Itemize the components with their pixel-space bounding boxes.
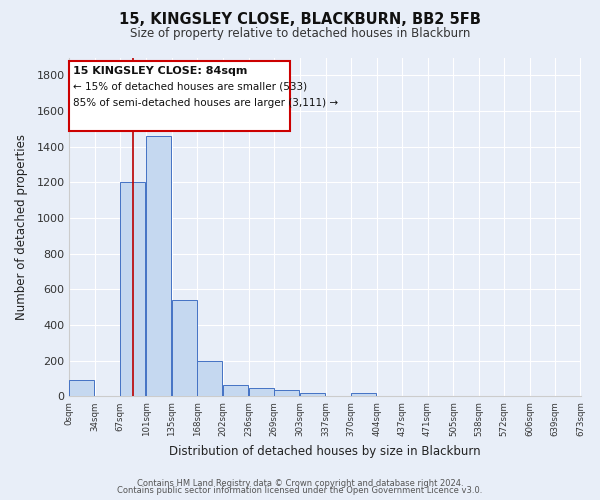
Bar	[223, 385, 248, 396]
Text: 15, KINGSLEY CLOSE, BLACKBURN, BB2 5FB: 15, KINGSLEY CLOSE, BLACKBURN, BB2 5FB	[119, 12, 481, 28]
Bar	[274, 390, 299, 396]
Bar	[351, 393, 376, 396]
Text: Contains public sector information licensed under the Open Government Licence v3: Contains public sector information licen…	[118, 486, 482, 495]
Text: Size of property relative to detached houses in Blackburn: Size of property relative to detached ho…	[130, 28, 470, 40]
Bar	[249, 388, 274, 396]
Bar	[120, 182, 145, 396]
X-axis label: Distribution of detached houses by size in Blackburn: Distribution of detached houses by size …	[169, 444, 481, 458]
Bar	[172, 300, 197, 396]
FancyBboxPatch shape	[70, 61, 290, 130]
Text: ← 15% of detached houses are smaller (533): ← 15% of detached houses are smaller (53…	[73, 82, 307, 92]
Text: Contains HM Land Registry data © Crown copyright and database right 2024.: Contains HM Land Registry data © Crown c…	[137, 478, 463, 488]
Y-axis label: Number of detached properties: Number of detached properties	[15, 134, 28, 320]
Bar	[70, 380, 94, 396]
Bar	[300, 393, 325, 396]
Text: 85% of semi-detached houses are larger (3,111) →: 85% of semi-detached houses are larger (…	[73, 98, 338, 108]
Text: 15 KINGSLEY CLOSE: 84sqm: 15 KINGSLEY CLOSE: 84sqm	[73, 66, 247, 76]
Bar	[197, 361, 222, 396]
Bar	[146, 136, 171, 396]
